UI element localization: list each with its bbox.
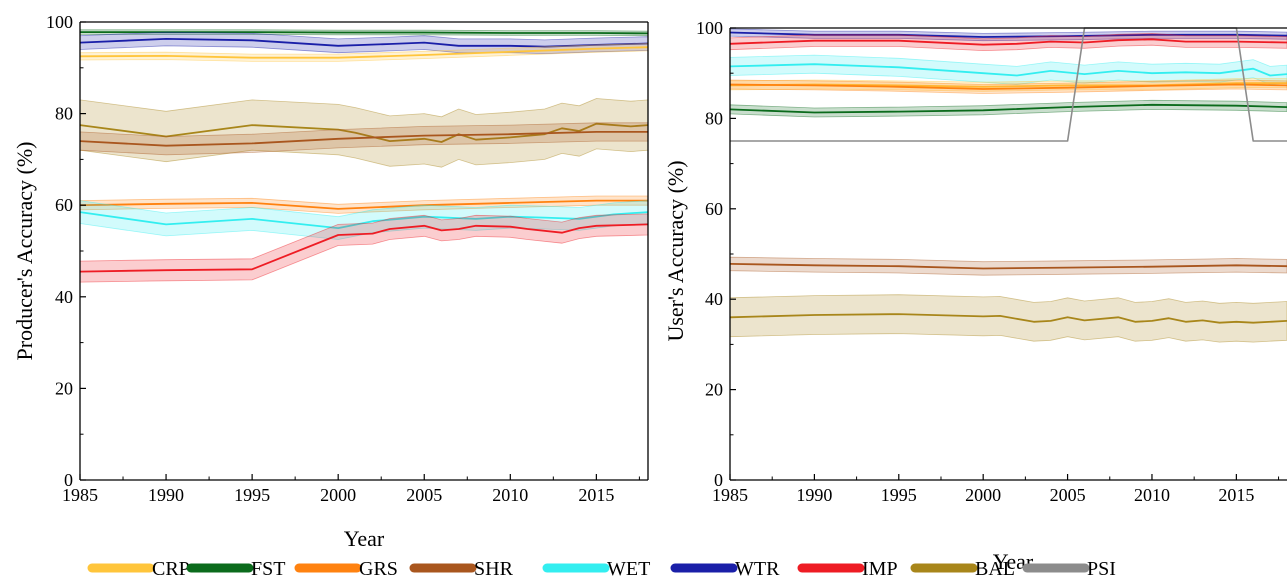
producer-grs-band xyxy=(80,195,648,214)
producer-wet-line xyxy=(80,211,648,230)
user-x-tick-label: 2000 xyxy=(965,485,1001,505)
user-accuracy-panel: 0 20 40 60 80 100 1985 1990 1995 2000 2005 2010 2015… xyxy=(663,18,1287,574)
producer-imp-band xyxy=(80,213,648,283)
producer-accuracy-panel: 0 20 40 60 80 100 1985 1990 1995 2000 2005 2010 2015… xyxy=(12,12,649,551)
legend-item-imp: IMP xyxy=(797,558,898,580)
user-y-tick-label: 60 xyxy=(705,199,723,219)
producer-x-tick-label: 1995 xyxy=(234,485,270,505)
user-x-tick-label: 1995 xyxy=(881,485,917,505)
user-y-tick-label: 0 xyxy=(714,470,723,490)
user-grs-line xyxy=(730,83,1287,90)
producer-crp-line xyxy=(80,46,648,59)
user-x-tick-label: 2015 xyxy=(1218,485,1254,505)
producer-bal-band xyxy=(80,98,648,168)
legend-label-wet: WET xyxy=(607,558,650,580)
producer-wet-band xyxy=(80,200,648,240)
producer-x-tick-label: 2000 xyxy=(320,485,356,505)
legend-label-shr: SHR xyxy=(474,558,514,580)
producer-wtr-band xyxy=(80,31,648,55)
producer-x-tick-label: 2015 xyxy=(578,485,614,505)
producer-grs-line xyxy=(80,199,648,210)
legend-label-psi: PSI xyxy=(1087,558,1116,580)
legend-label-wtr: WTR xyxy=(735,558,780,580)
producer-fst-line xyxy=(80,31,648,35)
user-grs-band xyxy=(730,79,1287,94)
producer-x-tick-label: 2005 xyxy=(406,485,442,505)
user-y-tick-label: 20 xyxy=(705,380,723,400)
user-imp-line xyxy=(730,38,1287,46)
producer-x-tick-label: 1990 xyxy=(148,485,184,505)
legend-item-psi: PSI xyxy=(1022,558,1116,580)
user-crp-line xyxy=(730,82,1287,88)
producer-accuracy-y-axis-title: Producer's Accuracy (%) xyxy=(12,142,37,361)
user-x-tick-label: 2005 xyxy=(1050,485,1086,505)
producer-y-tick-label: 100 xyxy=(46,12,73,32)
legend-item-bal: BAL xyxy=(910,558,1015,580)
producer-y-tick-label: 60 xyxy=(55,195,73,215)
producer-accuracy-axes: 0 20 40 60 80 100 1985 1990 1995 2000 2005 2010 2015 xyxy=(46,12,649,505)
legend: CRP FST GRS SHR WET WTR IMP BAL PSI xyxy=(87,558,1116,580)
user-y-tick-label: 80 xyxy=(705,108,723,128)
legend-item-grs: GRS xyxy=(294,558,398,580)
legend-label-imp: IMP xyxy=(862,558,898,580)
user-x-tick-label: 1985 xyxy=(712,485,748,505)
user-bal-band xyxy=(730,294,1287,343)
user-wet-line xyxy=(730,63,1287,77)
user-accuracy-plot-area xyxy=(730,27,1287,343)
legend-label-crp: CRP xyxy=(152,558,190,580)
user-x-tick-label: 1990 xyxy=(796,485,832,505)
legend-item-wet: WET xyxy=(542,558,650,580)
user-wtr-band xyxy=(730,28,1287,42)
user-fst-line xyxy=(730,103,1287,114)
user-wtr-line xyxy=(730,31,1287,38)
producer-accuracy-plot-area xyxy=(80,29,648,283)
user-x-tick-label: 2010 xyxy=(1134,485,1170,505)
legend-item-shr: SHR xyxy=(409,558,514,580)
producer-shr-line xyxy=(80,130,648,147)
user-y-tick-label: 40 xyxy=(705,289,723,309)
producer-y-tick-label: 0 xyxy=(64,470,73,490)
legend-item-fst: FST xyxy=(186,558,285,580)
producer-y-tick-label: 20 xyxy=(55,378,73,398)
user-imp-band xyxy=(730,32,1287,52)
user-shr-band xyxy=(730,256,1287,276)
user-accuracy-axes: 0 20 40 60 80 100 1985 1990 1995 2000 2005 2010 2015 xyxy=(696,18,1287,505)
producer-x-tick-label: 2010 xyxy=(492,485,528,505)
producer-wtr-line xyxy=(80,38,648,48)
user-shr-line xyxy=(730,263,1287,270)
legend-item-crp: CRP xyxy=(87,558,190,580)
legend-label-bal: BAL xyxy=(975,558,1015,580)
legend-item-wtr: WTR xyxy=(670,558,780,580)
legend-label-fst: FST xyxy=(251,558,285,580)
user-wet-band xyxy=(730,54,1287,85)
user-crp-band xyxy=(730,78,1287,92)
user-y-tick-label: 100 xyxy=(696,18,723,38)
producer-shr-band xyxy=(80,122,648,156)
producer-imp-line xyxy=(80,223,648,273)
user-bal-line xyxy=(730,313,1287,324)
producer-y-tick-label: 80 xyxy=(55,104,73,124)
producer-x-tick-label: 1985 xyxy=(62,485,98,505)
producer-accuracy-x-axis-title: Year xyxy=(344,526,385,551)
user-accuracy-y-axis-title: User's Accuracy (%) xyxy=(663,160,688,341)
legend-label-grs: GRS xyxy=(359,558,398,580)
producer-y-tick-label: 40 xyxy=(55,287,73,307)
